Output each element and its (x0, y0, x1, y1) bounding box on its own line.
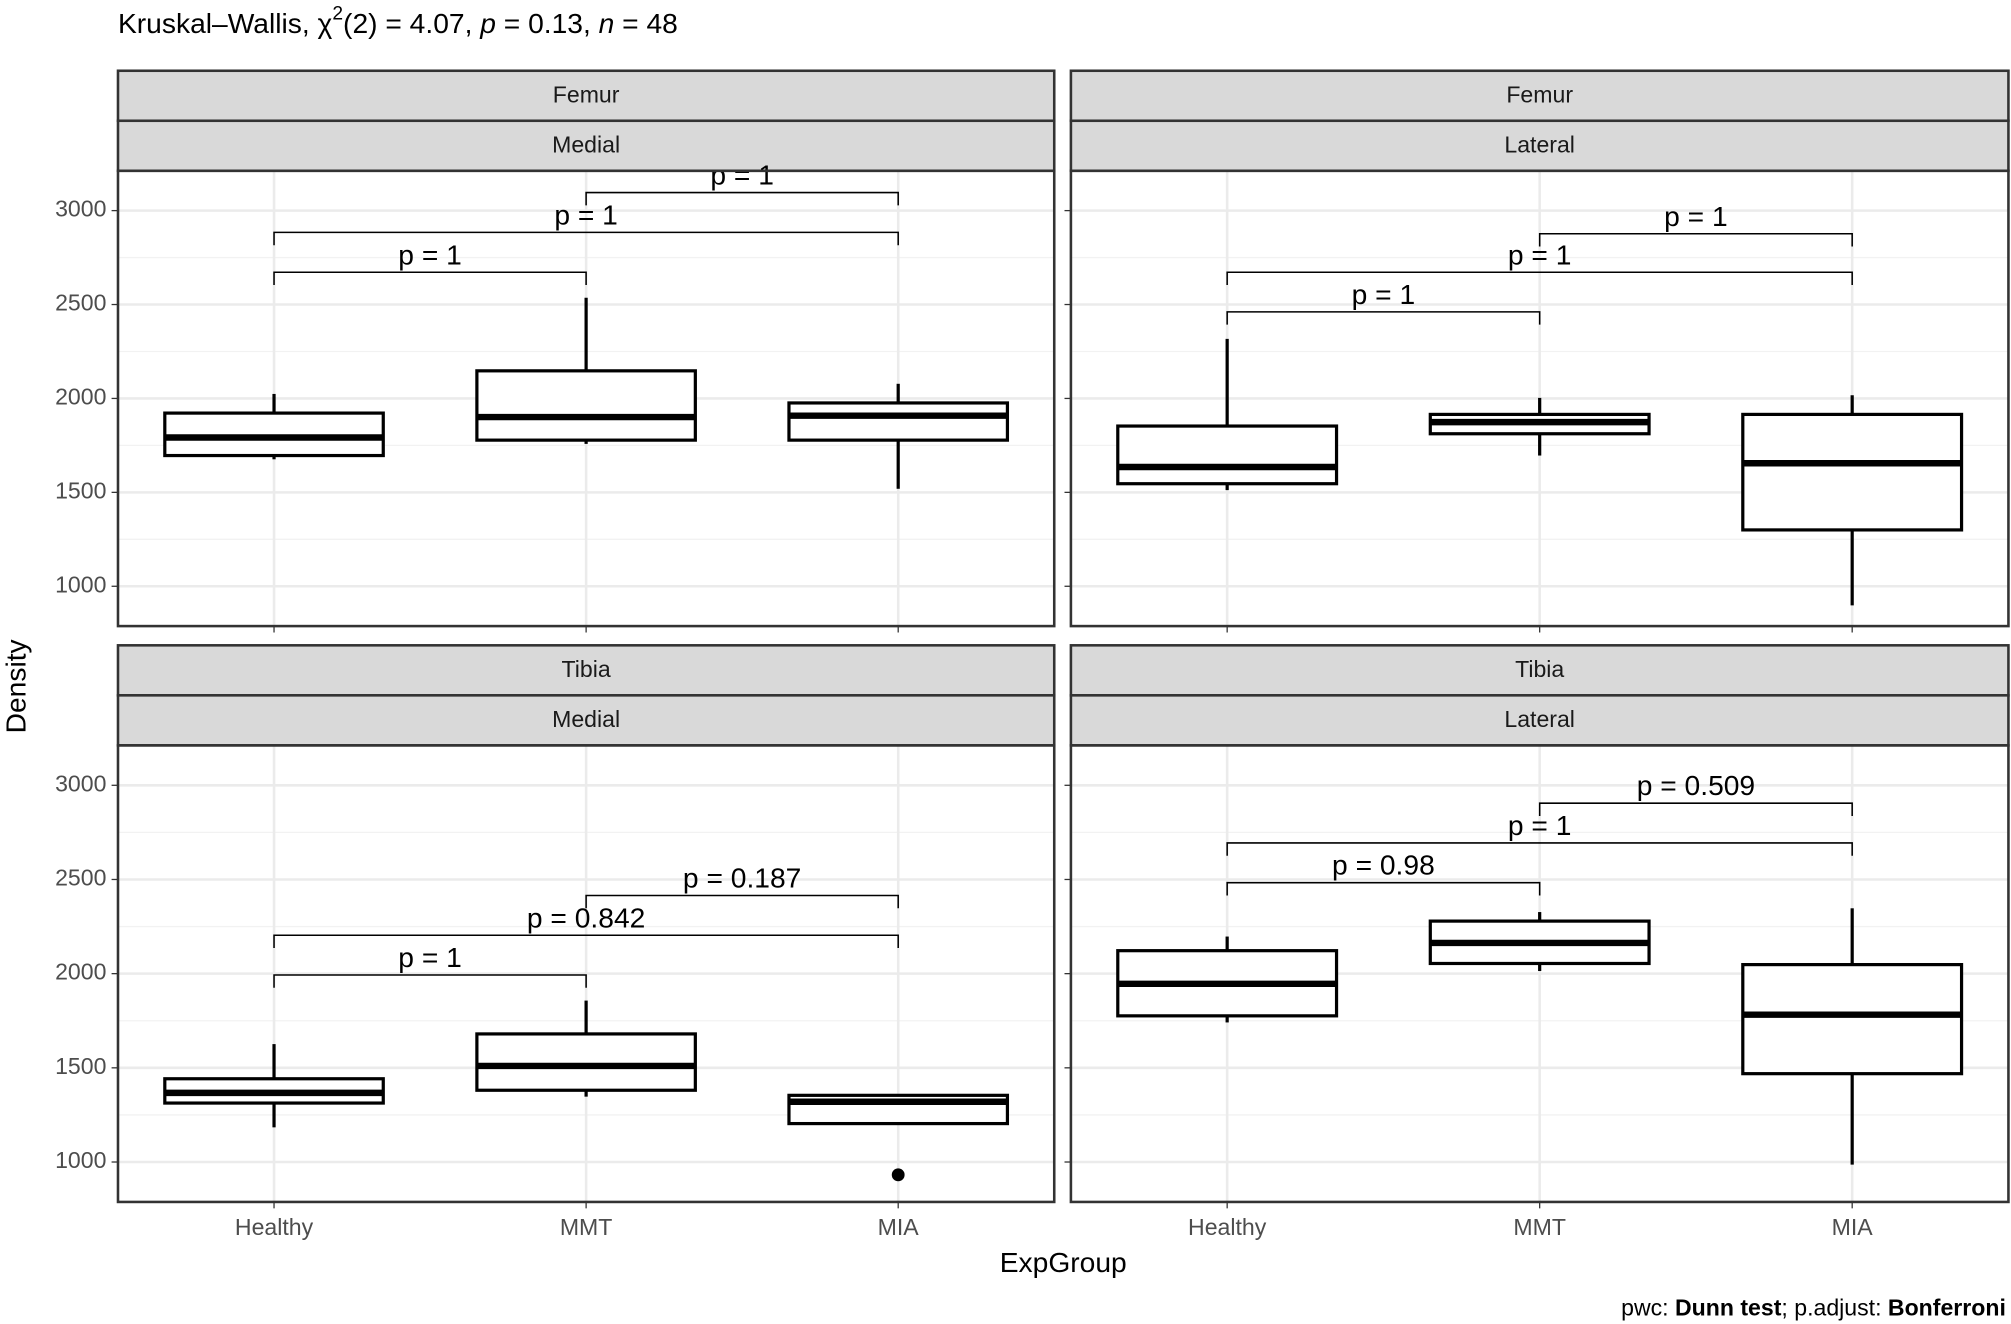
title-part: = 0.13, (496, 7, 599, 39)
y-tick-label: 1500 (55, 1053, 106, 1079)
x-tick-label: MMT (560, 1214, 613, 1240)
strip (1069, 69, 2010, 123)
bracket (585, 191, 899, 206)
bracket (1538, 802, 1853, 817)
y-tick-label: 2000 (55, 959, 106, 985)
title-part: = 48 (614, 7, 678, 39)
box (475, 1032, 697, 1092)
caption-part: Bonferroni (1888, 1295, 2006, 1321)
y-tick-label: 3000 (55, 196, 106, 222)
strip-label: Lateral (1504, 132, 1575, 158)
bracket (273, 271, 587, 286)
title-part: Kruskal–Wallis, χ (118, 7, 333, 39)
y-tick-label: 2500 (55, 290, 106, 316)
box (1741, 412, 1964, 532)
panel-border (116, 744, 1056, 1204)
caption-part: Dunn test (1675, 1295, 1782, 1321)
panel-border (1069, 744, 2010, 1204)
x-axis-title: ExpGroup (1000, 1246, 1127, 1278)
title-part: 2 (332, 3, 343, 24)
bracket (1226, 271, 1853, 286)
box (1116, 424, 1339, 486)
x-tick-label: MIA (1832, 1214, 1874, 1240)
bracket (273, 934, 899, 949)
strip-label: Lateral (1504, 706, 1575, 732)
box (475, 369, 697, 442)
x-tick-label: MIA (878, 1214, 920, 1240)
y-tick-label: 1500 (55, 477, 106, 503)
bracket-label: p = 1 (1352, 278, 1416, 310)
strip (1069, 119, 2010, 173)
box (1741, 963, 1964, 1076)
y-axis-title: Density (0, 638, 31, 733)
strip (116, 644, 1056, 697)
bracket-label: p = 0.509 (1637, 769, 1755, 801)
panel-border (116, 169, 1056, 628)
strip-label: Medial (552, 706, 620, 732)
strip (116, 119, 1056, 173)
bracket-label: p = 0.187 (683, 862, 801, 894)
outlier (891, 1168, 905, 1182)
y-tick-label: 1000 (55, 571, 106, 597)
caption-part: ; p.adjust: (1781, 1295, 1887, 1321)
strip-label: Medial (552, 132, 620, 158)
y-tick-label: 1000 (55, 1147, 106, 1173)
bracket (1226, 311, 1541, 325)
caption-part: pwc: (1621, 1295, 1675, 1321)
strip-label: Tibia (1515, 656, 1564, 682)
bracket-label: p = 1 (398, 238, 462, 270)
bracket-label: p = 1 (398, 941, 462, 973)
x-tick-label: Healthy (235, 1214, 314, 1240)
bracket (1226, 881, 1541, 896)
x-tick-label: MMT (1513, 1214, 1566, 1240)
bracket (1538, 232, 1853, 247)
panel-border (1069, 169, 2010, 628)
strip (116, 694, 1056, 747)
bracket-label: p = 0.98 (1332, 849, 1435, 881)
bracket-label: p = 1 (710, 159, 774, 191)
title-part: p (479, 7, 496, 39)
y-tick-label: 2500 (55, 865, 106, 891)
bracket-label: p = 1 (1664, 200, 1728, 232)
x-tick-label: Healthy (1188, 1214, 1267, 1240)
chart-title: Kruskal–Wallis, χ2(2) = 4.07, p = 0.13, … (118, 3, 678, 39)
title-part: n (599, 7, 615, 39)
caption: pwc: Dunn test; p.adjust: Bonferroni (1621, 1295, 2006, 1321)
y-tick-label: 3000 (55, 770, 106, 796)
strip-label: Femur (1506, 82, 1573, 108)
title-part: (2) = 4.07, (343, 7, 480, 39)
bracket (585, 894, 899, 909)
bracket (273, 974, 587, 988)
strip-label: Tibia (562, 656, 611, 682)
bracket (273, 231, 899, 246)
box (787, 1093, 1010, 1126)
bracket (1226, 842, 1853, 856)
y-tick-label: 2000 (55, 384, 106, 410)
box (787, 401, 1010, 442)
strip-label: Femur (553, 82, 620, 108)
